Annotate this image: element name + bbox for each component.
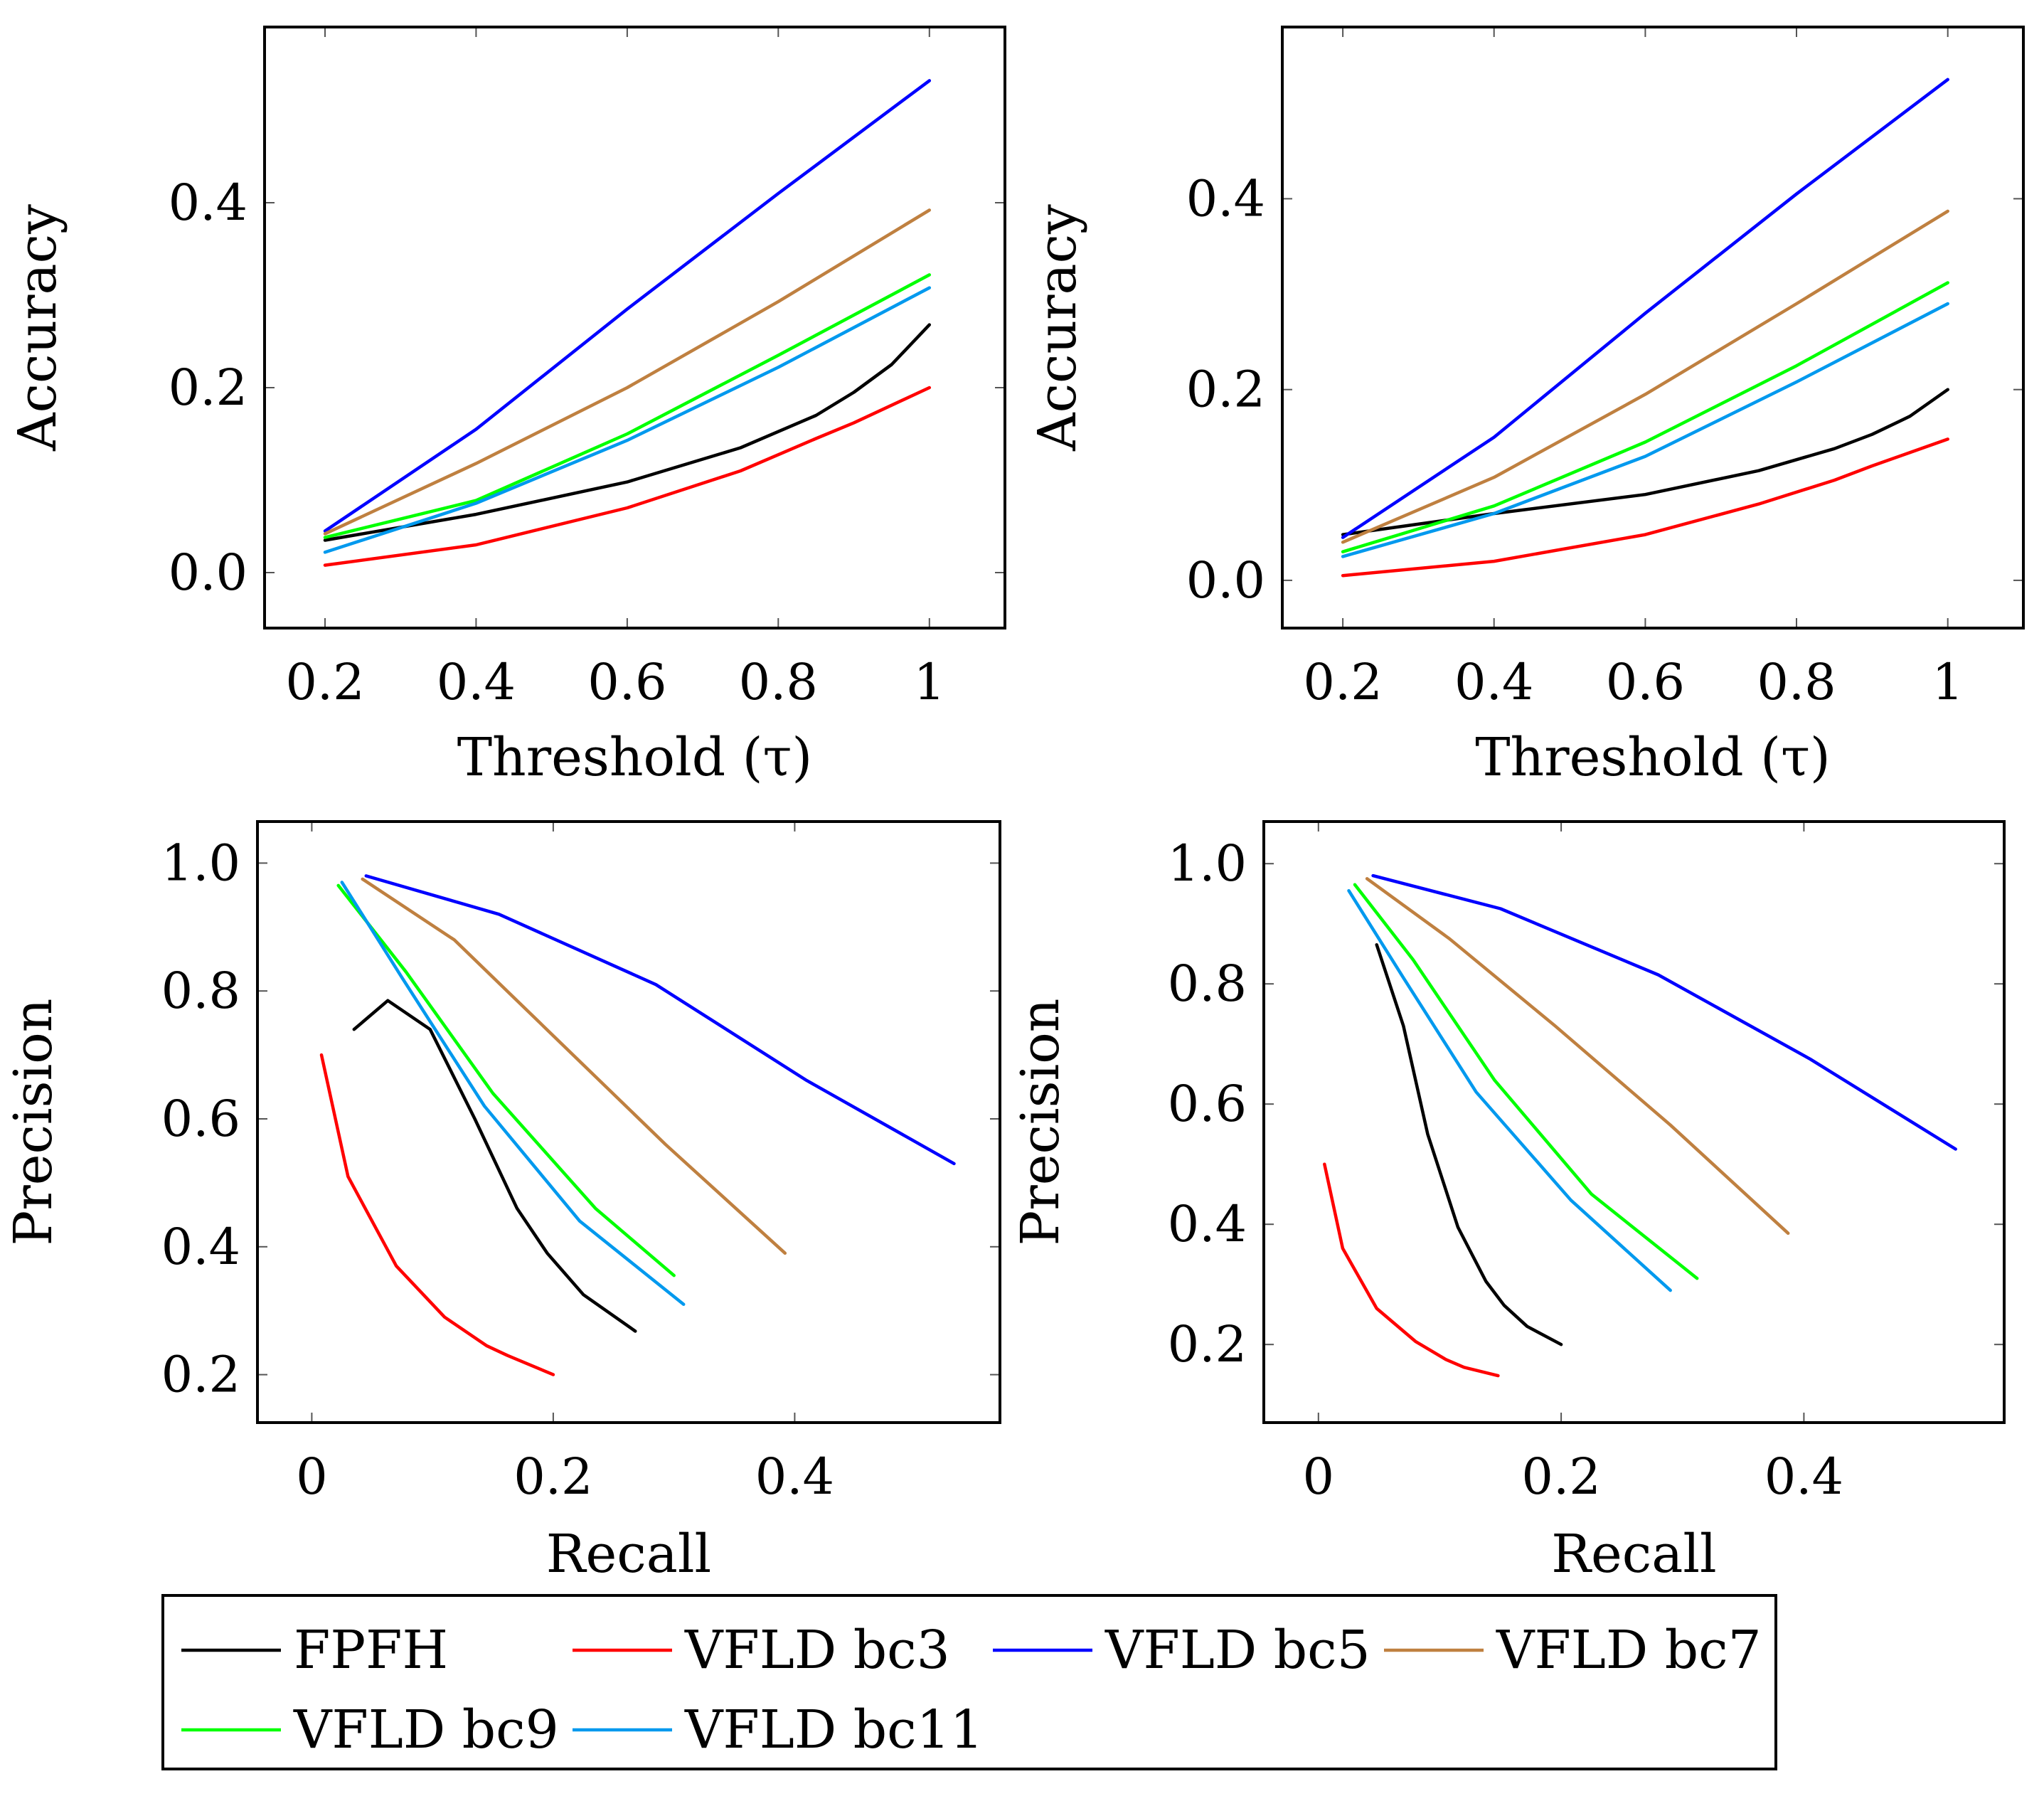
series-line-vfld-bc5 [364, 874, 956, 1166]
series-line-vfld-bc11 [1347, 888, 1672, 1292]
x-axis-label: Recall [546, 1524, 711, 1585]
y-tick-label: 0.4 [169, 174, 247, 232]
y-tick-label: 0.4 [1186, 169, 1265, 228]
series-line-vfld-bc5 [1371, 873, 1957, 1151]
x-tick-label: 0.2 [1521, 1447, 1600, 1506]
legend-entry-fpfh: FPFH [181, 1620, 448, 1681]
panel-top-left: 0.2 0.4 0.6 0.8 1 0.0 0.2 0.4 Threshold (τ) Accur… [7, 26, 1006, 788]
series-line-fpfh [352, 999, 637, 1333]
series-line-vfld-bc9 [1341, 281, 1949, 553]
y-tick-label: 0.2 [161, 1346, 240, 1404]
series-line-vfld-bc7 [1365, 877, 1790, 1236]
series-line-vfld-bc9 [336, 883, 676, 1277]
legend-label-vfld-bc11: VFLD bc11 [684, 1699, 984, 1760]
series-line-vfld-bc3 [323, 386, 932, 567]
chart-panels: 0.2 0.4 0.6 0.8 1 0.0 0.2 0.4 Threshold (τ) Accur… [3, 26, 2025, 1585]
series-line-vfld-bc3 [1341, 437, 1949, 578]
y-axis-label: Precision [3, 999, 64, 1246]
series-line-vfld-bc7 [1341, 209, 1949, 544]
x-tick-label: 0.4 [437, 653, 516, 711]
series-line-vfld-bc7 [361, 877, 787, 1255]
x-tick-label: 0 [1303, 1447, 1335, 1506]
x-tick-label: 0.6 [587, 653, 666, 711]
x-tick-label: 0.2 [285, 653, 364, 711]
y-axis-label: Precision [1010, 999, 1071, 1246]
x-axis-label: Threshold (τ) [1475, 727, 1831, 788]
series-line-vfld-bc9 [1353, 883, 1699, 1280]
legend-label-vfld-bc3: VFLD bc3 [684, 1620, 950, 1681]
y-tick-label: 1.0 [161, 834, 240, 892]
x-axis-label: Threshold (τ) [457, 727, 813, 788]
y-tick-label: 0.4 [1168, 1195, 1247, 1253]
legend-label-fpfh: FPFH [294, 1620, 448, 1681]
x-tick-label: 0.2 [1303, 653, 1382, 711]
legend-label-vfld-bc5: VFLD bc5 [1104, 1620, 1370, 1681]
panel-bottom-left: 0 0.2 0.4 0.2 0.4 0.6 0.8 1.0 Recall Precision [3, 820, 1001, 1585]
legend-entry-vfld-bc3: VFLD bc3 [573, 1620, 950, 1681]
x-tick-label: 0.6 [1606, 653, 1685, 711]
x-tick-label: 0 [296, 1447, 328, 1506]
y-tick-label: 0.4 [161, 1218, 240, 1276]
plot-frame [1262, 820, 2006, 1424]
y-tick-label: 0.0 [169, 543, 247, 602]
x-tick-label: 0.8 [1757, 653, 1836, 711]
x-tick-label: 0.8 [739, 653, 818, 711]
x-tick-label: 0.4 [1454, 653, 1533, 711]
panel-top-right: 0.2 0.4 0.6 0.8 1 0.0 0.2 0.4 Threshold (τ) Accur… [1027, 26, 2025, 788]
y-axis-label: Accuracy [1027, 204, 1088, 452]
legend-entry-vfld-bc9: VFLD bc9 [181, 1699, 559, 1760]
y-axis-label: Accuracy [7, 204, 68, 452]
x-tick-label: 0.4 [755, 1447, 834, 1506]
x-axis-label: Recall [1551, 1524, 1716, 1585]
legend-entry-vfld-bc5: VFLD bc5 [993, 1620, 1370, 1681]
y-tick-label: 0.8 [1168, 955, 1247, 1013]
series-line-fpfh [1341, 388, 1949, 536]
series-line-vfld-bc5 [323, 79, 932, 533]
legend-frame [161, 1594, 1777, 1770]
y-tick-label: 0.0 [1186, 551, 1265, 610]
x-tick-label: 1 [1932, 653, 1964, 711]
series-line-vfld-bc7 [323, 208, 932, 536]
y-tick-label: 0.8 [161, 962, 240, 1020]
series-line-vfld-bc9 [323, 273, 932, 539]
x-tick-label: 1 [914, 653, 946, 711]
series-line-fpfh [1375, 942, 1563, 1346]
series-line-vfld-bc3 [319, 1053, 555, 1376]
legend-label-vfld-bc7: VFLD bc7 [1496, 1620, 1762, 1681]
y-tick-label: 0.6 [161, 1090, 240, 1148]
y-tick-label: 0.2 [1168, 1315, 1247, 1374]
y-tick-label: 0.2 [1186, 361, 1265, 419]
legend-label-vfld-bc9: VFLD bc9 [293, 1699, 559, 1760]
series-line-vfld-bc11 [340, 881, 686, 1306]
plot-frame [263, 26, 1006, 629]
y-tick-label: 1.0 [1168, 834, 1247, 893]
x-tick-label: 0.4 [1764, 1447, 1843, 1506]
legend-entry-vfld-bc11: VFLD bc11 [573, 1699, 984, 1760]
series-line-vfld-bc5 [1341, 78, 1949, 539]
series-line-fpfh [323, 323, 932, 542]
panel-bottom-right: 0 0.2 0.4 0.2 0.4 0.6 0.8 1.0 Recall Precision [1010, 820, 2006, 1585]
plot-frame [1281, 26, 2025, 629]
legend-entry-vfld-bc7: VFLD bc7 [1384, 1620, 1762, 1681]
x-tick-label: 0.2 [513, 1447, 592, 1506]
y-tick-label: 0.6 [1168, 1075, 1247, 1133]
series-line-vfld-bc3 [1323, 1162, 1500, 1378]
series-line-vfld-bc11 [1341, 302, 1949, 558]
plot-frame [256, 820, 1001, 1424]
series-line-vfld-bc11 [323, 286, 932, 554]
y-tick-label: 0.2 [169, 358, 247, 417]
legend: FPFH VFLD bc3 VFLD bc5 VFLD bc7 VFLD bc9… [161, 1594, 1777, 1770]
